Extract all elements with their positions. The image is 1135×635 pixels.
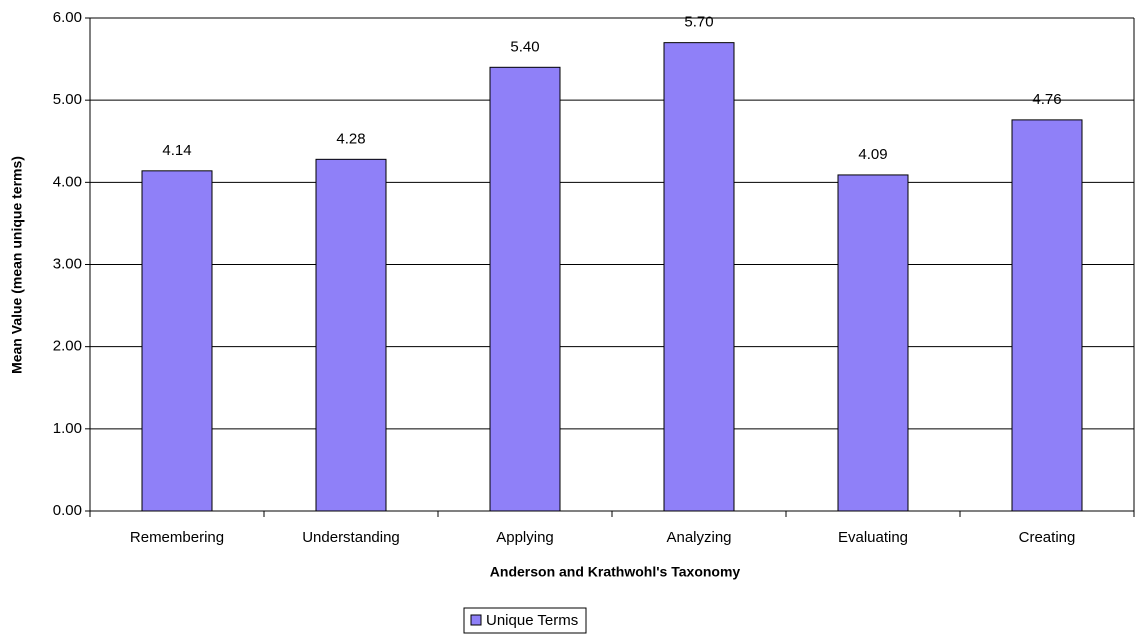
x-tick-label: Remembering bbox=[130, 529, 224, 546]
bar bbox=[837, 174, 909, 512]
data-label: 4.14 bbox=[162, 142, 191, 159]
y-tick-label: 5.00 bbox=[53, 91, 82, 108]
data-label: 4.28 bbox=[336, 130, 365, 147]
y-tick-label: 3.00 bbox=[53, 255, 82, 272]
y-tick-label: 1.00 bbox=[53, 420, 82, 437]
y-axis-label: Mean Value (mean unique terms) bbox=[9, 156, 25, 374]
x-tick-label: Evaluating bbox=[838, 529, 908, 546]
x-axis-label: Anderson and Krathwohl's Taxonomy bbox=[490, 564, 741, 580]
x-tick-label: Analyzing bbox=[666, 529, 731, 546]
legend-swatch bbox=[470, 614, 482, 626]
data-label: 5.70 bbox=[684, 14, 713, 31]
bar bbox=[1011, 119, 1083, 512]
x-tick-label: Creating bbox=[1019, 529, 1076, 546]
y-tick-label: 6.00 bbox=[53, 9, 82, 26]
legend-box bbox=[463, 607, 587, 634]
legend-label: Unique Terms bbox=[486, 612, 578, 629]
x-tick-label: Understanding bbox=[302, 529, 400, 546]
data-label: 5.40 bbox=[510, 38, 539, 55]
y-tick-label: 0.00 bbox=[53, 502, 82, 519]
data-label: 4.09 bbox=[858, 146, 887, 163]
bar bbox=[315, 158, 387, 512]
bar bbox=[663, 42, 735, 512]
data-label: 4.76 bbox=[1032, 91, 1061, 108]
y-tick-label: 2.00 bbox=[53, 338, 82, 355]
y-tick-label: 4.00 bbox=[53, 173, 82, 190]
x-tick-label: Applying bbox=[496, 529, 554, 546]
bar bbox=[141, 170, 213, 512]
bar bbox=[489, 66, 561, 512]
